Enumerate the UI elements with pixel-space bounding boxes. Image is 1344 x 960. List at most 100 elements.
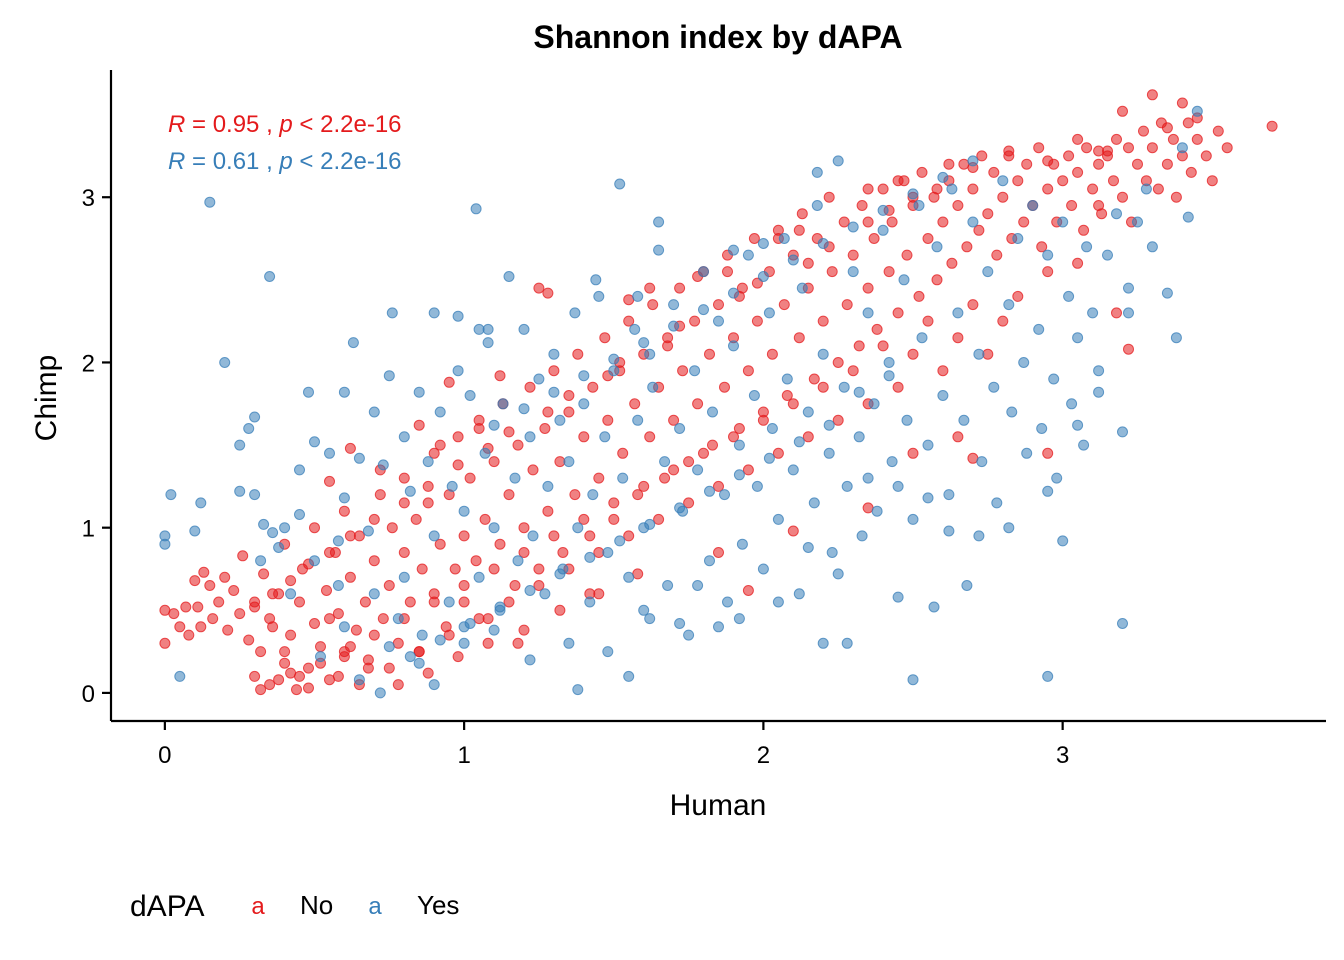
point-yes (841, 637, 853, 649)
point-no (623, 530, 635, 542)
point-no (488, 456, 500, 468)
point-no (1081, 142, 1093, 154)
point-no (629, 398, 641, 410)
point-yes (338, 492, 350, 504)
point-no (823, 191, 835, 203)
point-yes (533, 373, 545, 385)
point-yes (1123, 282, 1134, 294)
point-no (1042, 266, 1054, 278)
point-no (458, 530, 470, 542)
point-yes (877, 224, 889, 236)
point-yes (733, 439, 745, 451)
point-no (285, 575, 297, 587)
point-no (344, 641, 356, 653)
point-no (892, 175, 904, 187)
point-yes (1111, 208, 1122, 220)
point-yes (548, 348, 560, 360)
point-yes (704, 555, 715, 567)
point-no (324, 475, 335, 487)
point-yes (165, 489, 177, 501)
point-no (159, 637, 171, 649)
point-yes (204, 196, 216, 208)
point-yes (802, 542, 814, 553)
point-yes (976, 456, 988, 468)
point-yes (653, 216, 665, 228)
point-no (264, 613, 276, 625)
point-no (249, 670, 261, 682)
point-yes (997, 175, 1009, 187)
point-yes (1093, 386, 1105, 398)
point-yes (757, 238, 769, 249)
point-yes (856, 530, 868, 542)
point-yes (781, 373, 793, 385)
x-tick-label-2: 2 (757, 742, 770, 769)
point-yes (674, 502, 686, 514)
point-no (677, 365, 689, 377)
point-no (1072, 257, 1084, 269)
point-no (449, 563, 461, 575)
point-yes (898, 274, 910, 286)
point-no (1066, 200, 1078, 211)
point-yes (847, 221, 859, 233)
point-yes (811, 200, 823, 211)
point-yes (494, 601, 506, 613)
point-yes (991, 497, 1003, 509)
point-no (1117, 191, 1128, 203)
point-no (722, 266, 733, 278)
point-no (332, 670, 344, 682)
point-no (817, 315, 829, 327)
point-no (707, 439, 718, 451)
point-no (383, 580, 395, 591)
point-yes (713, 621, 724, 633)
point-yes (572, 684, 584, 696)
point-no (644, 282, 656, 294)
point-yes (608, 353, 620, 365)
point-yes (264, 271, 276, 282)
point-no (608, 513, 620, 525)
point-no (1108, 175, 1119, 187)
point-no (1018, 216, 1030, 228)
point-no (1093, 158, 1105, 170)
point-yes (578, 398, 590, 410)
point-yes (524, 654, 536, 666)
point-yes (892, 591, 904, 603)
point-no (892, 381, 904, 393)
point-yes (249, 489, 261, 501)
point-yes (1021, 447, 1033, 459)
point-no (383, 662, 395, 674)
point-yes (973, 348, 985, 360)
point-no (539, 423, 551, 434)
point-yes (353, 452, 365, 464)
point-no (674, 282, 686, 294)
point-no (503, 426, 515, 438)
point-no (907, 348, 919, 360)
point-no (853, 340, 865, 352)
point-yes (404, 651, 416, 663)
point-yes (946, 183, 958, 195)
point-no (1212, 125, 1224, 137)
point-yes (1033, 323, 1045, 335)
point-yes (722, 596, 733, 608)
point-yes (1003, 299, 1015, 311)
point-no (482, 637, 494, 649)
point-no (207, 613, 219, 625)
point-yes (383, 370, 395, 382)
plot-points (159, 89, 1278, 699)
point-yes (488, 522, 500, 534)
point-no (368, 513, 380, 525)
point-yes (659, 456, 671, 468)
point-yes (1057, 535, 1069, 547)
point-no (273, 674, 285, 686)
point-no (826, 266, 838, 278)
point-no (713, 547, 724, 558)
point-no (871, 323, 883, 335)
correlation-label-no: R = 0.95 , p < 2.2e-16 (168, 111, 402, 138)
x-axis-title: Human (670, 789, 767, 822)
point-no (772, 447, 784, 459)
point-no (1132, 158, 1143, 170)
point-yes (174, 670, 186, 682)
point-no (222, 624, 234, 636)
point-yes (1072, 419, 1084, 431)
legend-key-no: a (251, 893, 265, 920)
point-yes (234, 485, 246, 497)
